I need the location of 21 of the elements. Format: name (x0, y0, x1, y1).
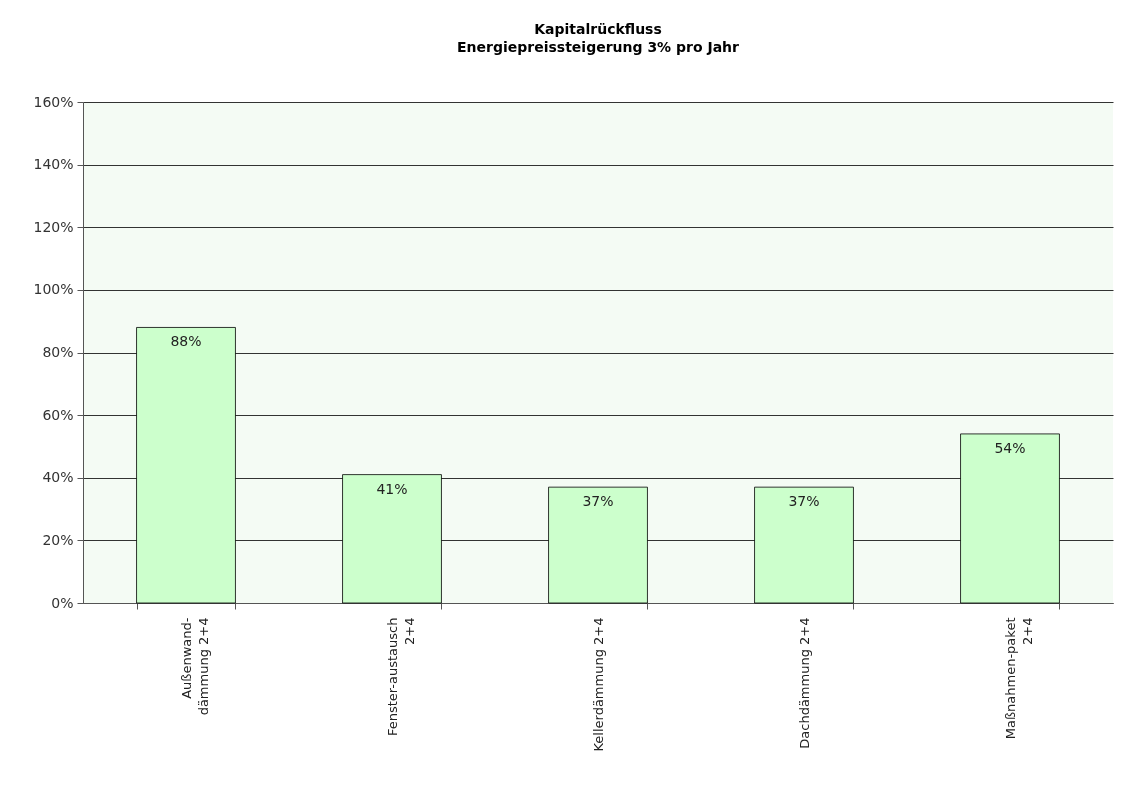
x-tick-label: Kellerdämmung 2+4 (590, 617, 606, 752)
data-label: 88% (170, 333, 202, 350)
data-label: 37% (582, 493, 614, 510)
x-tick-label: Fenster-austausch 2+4 (384, 617, 417, 737)
x-tick-label: Dachdämmung 2+4 (796, 617, 812, 749)
data-label: 54% (994, 439, 1026, 456)
y-tick-label: 40% (42, 469, 74, 486)
y-tick-label: 160% (33, 93, 74, 110)
y-tick-label: 120% (33, 218, 74, 235)
x-tick-label: Außenwand- dämmung 2+4 (178, 617, 211, 716)
y-tick-label: 0% (51, 594, 74, 611)
y-tick-label: 140% (33, 156, 74, 173)
y-tick-label: 100% (33, 281, 74, 298)
y-tick-label: 80% (42, 344, 74, 360)
chart-title: Kapitalrückfluss (534, 21, 662, 37)
x-tick-label: Maßnahmen-paket 2+4 (1002, 617, 1035, 740)
y-tick-label: 60% (42, 406, 74, 423)
chart-subtitle: Energiepreissteigerung 3% pro Jahr (457, 39, 740, 55)
data-label: 37% (788, 493, 820, 510)
data-label: 41% (376, 480, 408, 497)
y-tick-label: 20% (42, 531, 74, 548)
